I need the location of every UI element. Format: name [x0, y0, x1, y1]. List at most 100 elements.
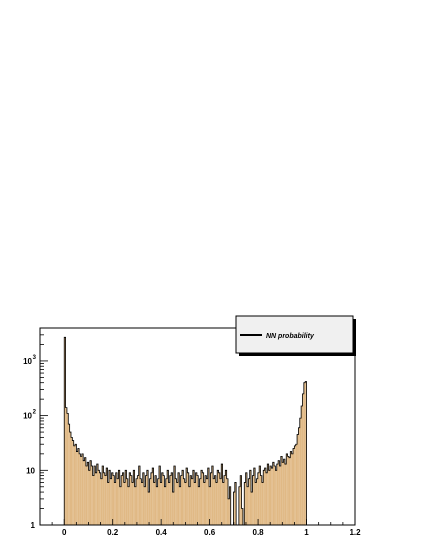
histogram-bin [88, 470, 90, 525]
histogram-outline [63, 336, 307, 526]
histogram-bin [122, 472, 124, 525]
histogram-bin [275, 470, 277, 525]
histogram-bin [142, 472, 145, 525]
histogram-bin [261, 482, 264, 525]
histogram-bin [244, 482, 246, 525]
histogram-bin [115, 472, 118, 525]
histogram-bin [137, 475, 139, 525]
histogram-bin [186, 468, 188, 525]
histogram-bin [69, 432, 71, 525]
histogram-bin [299, 418, 302, 525]
histogram-bin [103, 472, 105, 525]
histogram-bin [121, 475, 123, 525]
histogram-bin [290, 451, 292, 525]
histogram-bin [203, 482, 206, 525]
histogram-bin [179, 486, 181, 525]
y-tick-label: 10 [26, 466, 35, 475]
histogram-bin [171, 472, 173, 525]
histogram-bin [149, 478, 151, 525]
histogram-bin [73, 445, 76, 525]
histogram-bin [219, 478, 222, 525]
histogram-bin [211, 465, 214, 525]
histogram-bin [221, 464, 223, 525]
histogram-bin [209, 486, 211, 525]
histogram-bin [130, 475, 132, 525]
x-tick-label: 0.2 [107, 528, 119, 537]
histogram-bin [173, 465, 176, 525]
histogram-bin [145, 475, 147, 525]
histogram-bin [276, 464, 279, 525]
y-tick-exponent: 2 [33, 410, 37, 416]
histogram-bin [156, 486, 158, 525]
histogram-bin [241, 508, 243, 525]
histogram-bin [85, 465, 88, 525]
histogram-bin [64, 337, 66, 525]
histogram-bin [108, 470, 111, 525]
x-tick-label: 1.2 [349, 528, 361, 537]
histogram-bin [215, 482, 218, 525]
histogram-bin [240, 475, 242, 525]
histogram-bin [226, 478, 229, 525]
histogram-bin [111, 472, 113, 525]
histogram-bin [229, 486, 231, 525]
histogram-bin [274, 465, 276, 525]
histogram-bin [96, 464, 99, 525]
x-axis: 0 0.2 0.4 0.6 0.8 1 1.2 [39, 519, 361, 537]
histogram-bin [295, 444, 298, 525]
y-tick-label: 10 [23, 357, 32, 366]
histogram-bin [205, 475, 207, 525]
histogram-bin [198, 486, 200, 525]
histogram-bin [106, 468, 108, 525]
histogram-bin [91, 465, 93, 525]
histogram-bin [199, 478, 201, 525]
histogram-bin [76, 451, 78, 525]
histogram-bin [127, 486, 130, 525]
histogram-bin [184, 482, 187, 525]
histogram-bin [160, 482, 162, 525]
histogram-bin [68, 424, 70, 525]
histogram-bin [81, 453, 84, 525]
histogram-bin [123, 482, 126, 525]
histogram-bin [279, 465, 281, 525]
histogram-bin [288, 457, 291, 525]
histogram-bin [238, 486, 241, 525]
histogram-bin [268, 470, 270, 525]
histogram-bin [213, 478, 215, 525]
histogram-bin [176, 482, 178, 525]
histogram-bin [135, 478, 138, 525]
histogram-bin [291, 453, 294, 525]
histogram-bin [150, 472, 153, 525]
histogram-bin [169, 475, 172, 525]
histogram-bin [118, 470, 120, 525]
histogram-bin [83, 460, 85, 525]
histogram-bin [177, 472, 180, 525]
histogram-bin [200, 470, 203, 525]
histogram-bin [99, 472, 101, 525]
histogram-bin [129, 472, 131, 525]
histogram-bin [80, 456, 82, 525]
legend: NN probability [235, 315, 356, 356]
histogram-bin [100, 478, 103, 525]
legend-label: NN probability [266, 333, 315, 340]
histogram-bin [206, 478, 208, 525]
histogram-bin [194, 482, 196, 525]
histogram-bin [84, 457, 86, 525]
histogram-bin [234, 482, 237, 525]
histogram-bin [168, 482, 170, 525]
histogram-bin [79, 453, 81, 525]
histogram-bin [196, 475, 199, 525]
histogram-bin [287, 456, 289, 525]
histogram-bin [297, 434, 299, 525]
histogram-bin [183, 478, 185, 525]
histogram-bin [249, 470, 252, 525]
histogram-bin [104, 475, 107, 525]
histogram-bin [286, 453, 288, 525]
histogram-bin [214, 475, 216, 525]
histogram-bin [283, 459, 285, 525]
histogram-bin [272, 462, 275, 525]
histogram-bin [255, 482, 257, 525]
y-tick-exponent: 3 [33, 355, 37, 361]
histogram-bin [175, 478, 177, 525]
histogram-bin [253, 468, 256, 525]
histogram-bin [152, 468, 154, 525]
